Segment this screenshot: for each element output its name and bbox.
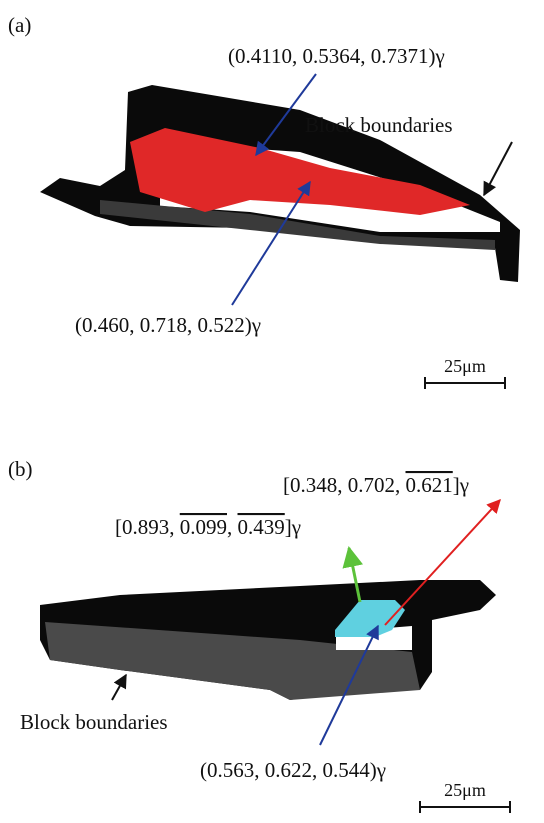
annotation: Block boundaries	[20, 710, 168, 734]
label-part: 0.439	[238, 515, 285, 539]
direction-label: [0.893, 0.099, 0.439]γ	[115, 515, 301, 539]
direction-label: [0.348, 0.702, 0.621]γ	[283, 473, 469, 497]
orientation-label: (0.4110, 0.5364, 0.7371)γ	[228, 44, 445, 68]
scale-bar	[420, 801, 510, 813]
arrow	[484, 142, 512, 195]
label-part: 0.099	[180, 515, 227, 539]
label-part: ]γ	[453, 473, 469, 497]
orientation-label: (0.563, 0.622, 0.544)γ	[200, 758, 386, 782]
scale-label: 25μm	[444, 780, 486, 800]
label-part: 0.621	[406, 473, 453, 497]
arrow	[112, 675, 126, 700]
panel-tag: (a)	[8, 13, 31, 37]
panel-tag: (b)	[8, 457, 33, 481]
label-part: ,	[227, 515, 238, 539]
annotation: Block boundaries	[305, 113, 453, 137]
scale-label: 25μm	[444, 356, 486, 376]
scale-bar	[425, 377, 505, 389]
label-part: ]γ	[285, 515, 301, 539]
page: (a) (0.4110, 0.5364, 0.7371)γ Block boun…	[0, 0, 544, 823]
orientation-label: (0.460, 0.718, 0.522)γ	[75, 313, 261, 337]
label-part: [0.348, 0.702,	[283, 473, 406, 497]
label-part: [0.893,	[115, 515, 180, 539]
figure: (a) (0.4110, 0.5364, 0.7371)γ Block boun…	[0, 0, 544, 823]
